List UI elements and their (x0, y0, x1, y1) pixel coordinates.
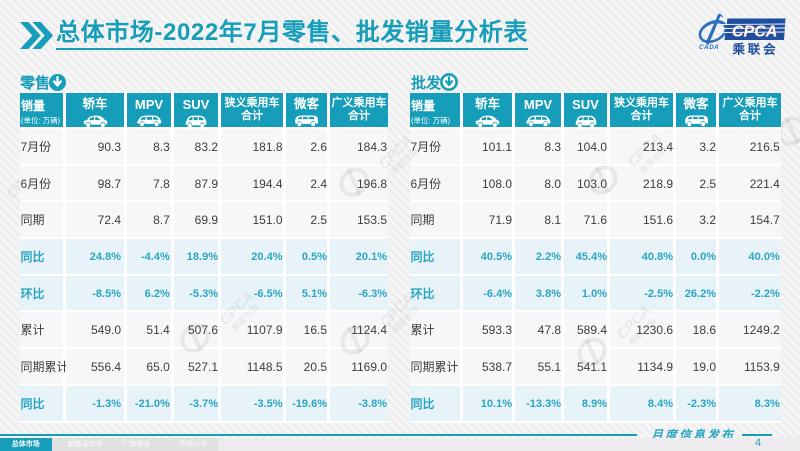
svg-text:乘联会: 乘联会 (732, 42, 779, 57)
svg-text:CPCA: CPCA (732, 24, 777, 41)
svg-text:CADA: CADA (699, 44, 719, 51)
